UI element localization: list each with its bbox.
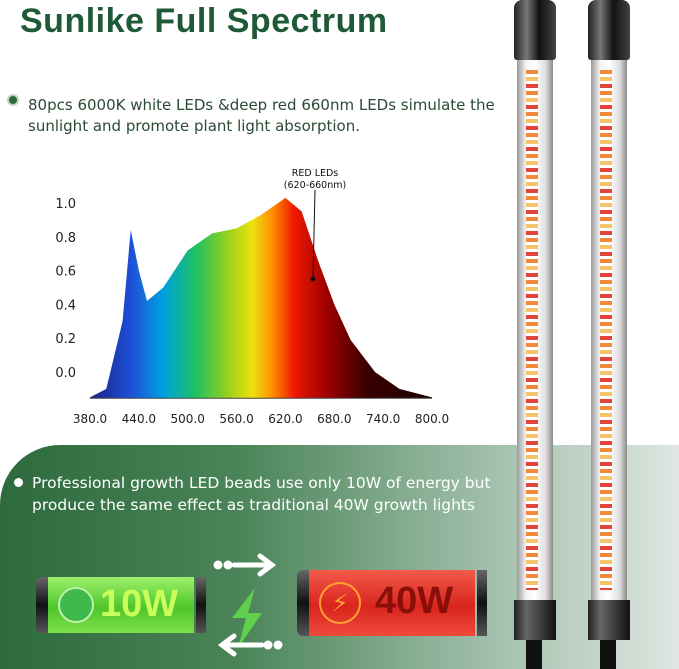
x-tick-label: 800.0: [415, 412, 449, 426]
y-tick-label: 0.4: [55, 298, 76, 313]
battery-40w-label: 40W: [375, 580, 454, 622]
x-tick-label: 500.0: [171, 412, 205, 426]
x-tick-label: 620.0: [268, 412, 302, 426]
annotation-label: (620-660nm): [284, 180, 346, 191]
y-tick-label: 0.6: [55, 265, 76, 280]
description: 80pcs 6000K white LEDs &deep red 660nm L…: [28, 96, 495, 135]
lightning-circle-icon: ⚡: [319, 582, 361, 624]
exchange-icons: [213, 553, 283, 657]
battery-10w: 10W: [36, 577, 206, 633]
arrow-right-icon: [213, 553, 277, 577]
x-tick-label: 560.0: [219, 412, 253, 426]
y-tick-label: 1.0: [55, 197, 76, 212]
bullet-icon: [14, 478, 23, 487]
annotation-point: [310, 276, 316, 282]
battery-40w: ⚡ 40W: [297, 570, 487, 636]
y-tick-label: 0.8: [55, 231, 76, 246]
light-tube-right: [588, 0, 630, 669]
annotation-label: RED LEDs: [292, 168, 339, 179]
battery-10w-label: 10W: [100, 583, 179, 625]
annotation-line: [312, 189, 316, 279]
x-tick-label: 440.0: [122, 412, 156, 426]
light-tube-left: [514, 0, 556, 669]
lightning-icon: [232, 588, 262, 648]
page-title: Sunlike Full Spectrum: [20, 2, 388, 40]
bullet-icon: [9, 96, 17, 104]
y-tick-label: 0.0: [55, 366, 76, 381]
panel-text: Professional growth LED beads use only 1…: [32, 474, 491, 514]
x-tick-label: 740.0: [366, 412, 400, 426]
x-tick-label: 680.0: [317, 412, 351, 426]
leaf-icon: [58, 587, 94, 623]
spectrum-chart: 380.0 440.0 500.0 560.0 620.0 680.0 740.0 800.0…: [55, 168, 449, 426]
y-tick-label: 0.2: [55, 332, 76, 347]
spectrum-area: [90, 197, 432, 399]
x-tick-label: 380.0: [73, 412, 107, 426]
arrow-left-icon: [217, 633, 283, 657]
